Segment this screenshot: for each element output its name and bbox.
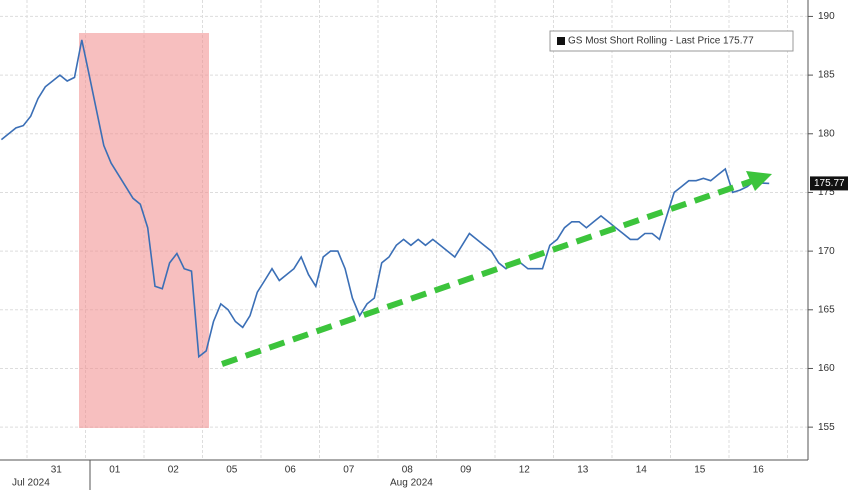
price-line: [0, 39, 770, 359]
x-tick-label: 05: [226, 465, 238, 476]
x-tick-label: 08: [402, 465, 414, 476]
y-tick-label: 190: [818, 11, 835, 22]
x-tick-label: 16: [753, 465, 765, 476]
trend-arrow: [221, 171, 772, 367]
legend-label: GS Most Short Rolling - Last Price 175.7…: [568, 36, 754, 47]
arrow-shaft: [221, 178, 753, 367]
x-tick-label: 14: [636, 465, 648, 476]
last-price-tag: [810, 176, 848, 191]
x-tick-label: 01: [109, 465, 121, 476]
x-tick-label: 12: [519, 465, 531, 476]
x-tick-label: 15: [694, 465, 706, 476]
y-tick-label: 185: [818, 70, 835, 81]
x-tick-label: 07: [343, 465, 355, 476]
arrow-head: [746, 171, 772, 191]
y-tick-label: 175: [818, 187, 835, 198]
y-tick-label: 170: [818, 246, 835, 257]
month-label: Jul 2024: [12, 478, 50, 489]
legend-box: [549, 30, 794, 52]
highlight-region: [79, 33, 209, 428]
x-tick-label: 09: [460, 465, 472, 476]
y-tick-label: 155: [818, 422, 835, 433]
legend: GS Most Short Rolling - Last Price 175.7…: [549, 30, 794, 52]
y-tick-label: 165: [818, 304, 835, 315]
y-tick-label: 180: [818, 128, 835, 139]
y-tick-label: 160: [818, 363, 835, 374]
plot: [0, 39, 770, 359]
legend-swatch: [557, 37, 565, 45]
x-tick-label: 13: [577, 465, 589, 476]
x-tick-label: 02: [168, 465, 180, 476]
x-tick-label: 06: [285, 465, 297, 476]
x-tick-label: 31: [51, 465, 63, 476]
last-price-label: 175.77: [814, 178, 845, 189]
month-label: Aug 2024: [390, 478, 433, 489]
